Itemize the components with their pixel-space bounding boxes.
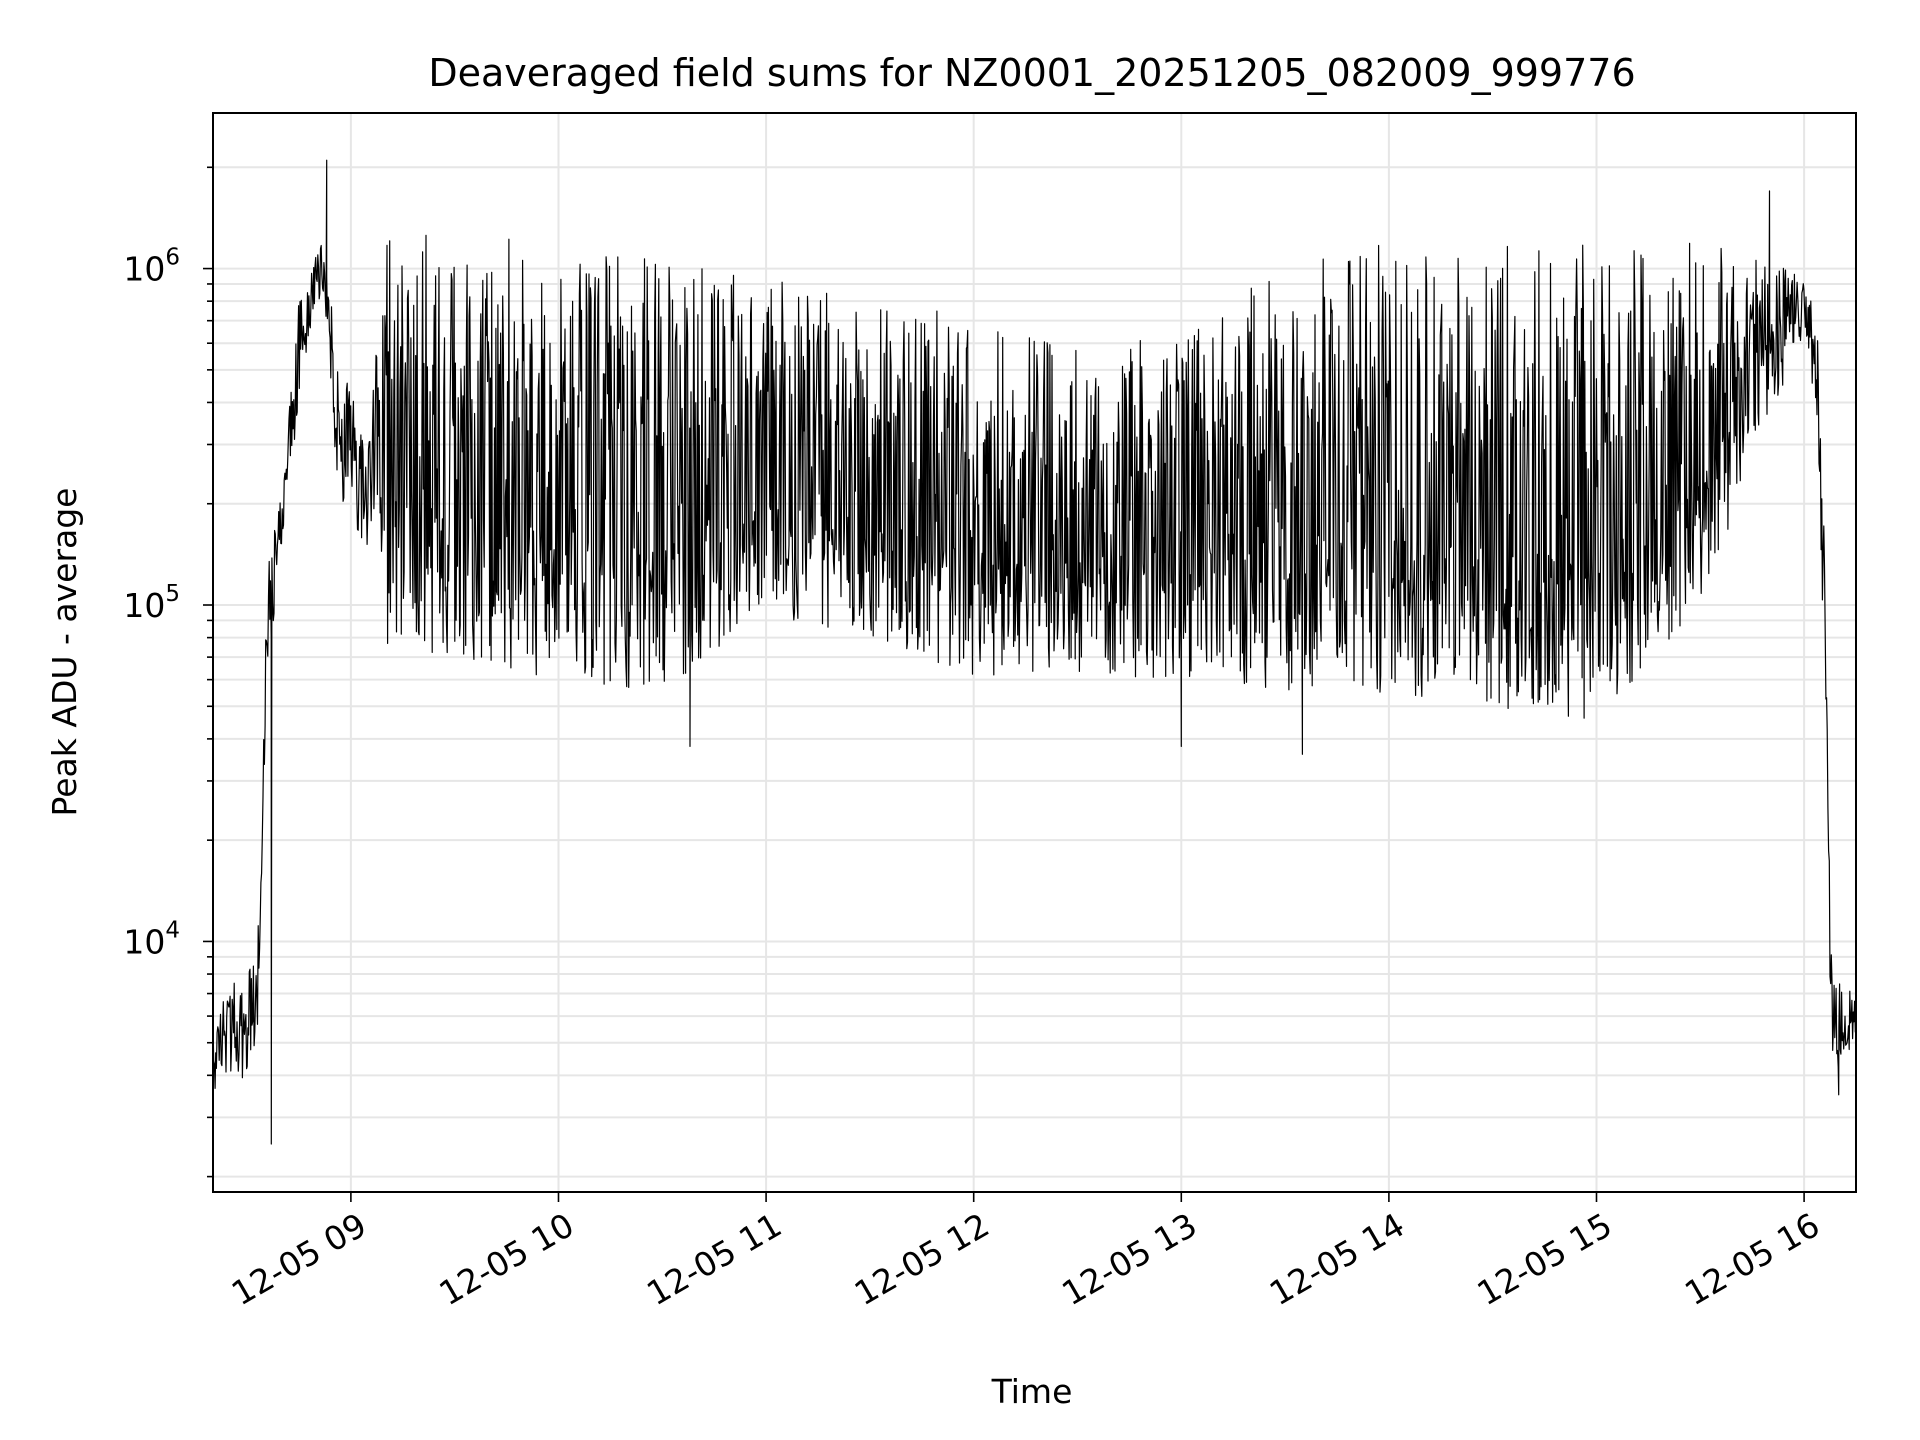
y-tick-label-exponent: 6 bbox=[165, 245, 180, 271]
y-tick-label-exponent: 5 bbox=[165, 581, 180, 607]
y-tick-label-base: 10 bbox=[123, 250, 165, 289]
x-axis-label: Time bbox=[991, 1372, 1073, 1411]
y-tick-label-base: 10 bbox=[123, 922, 165, 961]
y-tick-label: 105 bbox=[123, 581, 180, 625]
y-axis-label: Peak ADU - average bbox=[45, 488, 84, 817]
y-tick-label-exponent: 4 bbox=[165, 917, 180, 943]
series-line bbox=[212, 159, 1857, 1145]
y-tick-label: 106 bbox=[123, 245, 180, 289]
plot-frame bbox=[212, 112, 1857, 1193]
chart-title: Deaveraged field sums for NZ0001_2025120… bbox=[428, 51, 1635, 95]
y-tick-label-base: 10 bbox=[123, 586, 165, 625]
y-tick-label: 104 bbox=[123, 917, 180, 961]
data-series bbox=[212, 159, 1857, 1145]
